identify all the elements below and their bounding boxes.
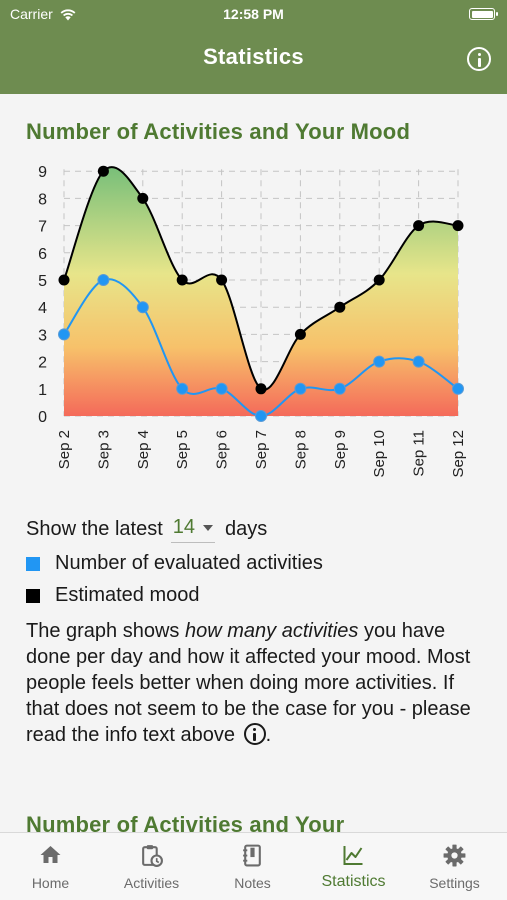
legend-label-mood: Estimated mood bbox=[55, 584, 200, 606]
latest-days-row: Show the latest 14 days bbox=[26, 516, 267, 543]
notebook-icon bbox=[243, 844, 261, 867]
graph-description: The graph shows how many activities you … bbox=[26, 618, 486, 748]
info-icon[interactable] bbox=[467, 47, 491, 71]
mood-series-line bbox=[63, 166, 459, 391]
mood-point bbox=[216, 274, 228, 286]
x-tick-label: Sep 3 bbox=[95, 430, 112, 469]
x-tick-label: Sep 5 bbox=[174, 430, 191, 469]
show-latest-label: Show the latest bbox=[26, 518, 163, 540]
mood-point bbox=[294, 328, 306, 340]
info-icon[interactable] bbox=[243, 723, 266, 745]
legend-activities: Number of evaluated activities bbox=[26, 552, 323, 575]
mood-area-fill bbox=[64, 167, 458, 416]
x-tick-label: Sep 10 bbox=[371, 430, 388, 478]
x-tick-label: Sep 7 bbox=[253, 430, 270, 469]
activities-point bbox=[333, 382, 346, 395]
mood-point bbox=[452, 220, 464, 232]
activities-point bbox=[452, 382, 464, 395]
tab-home[interactable]: Home bbox=[0, 833, 101, 900]
description-part1: The graph shows bbox=[26, 620, 185, 642]
y-tick-label: 9 bbox=[38, 164, 47, 181]
y-tick-label: 8 bbox=[38, 191, 47, 208]
y-tick-label: 0 bbox=[38, 409, 47, 426]
x-tick-label: Sep 4 bbox=[135, 430, 152, 469]
carrier-label: Carrier bbox=[10, 6, 53, 22]
tab-bar: Home Activities Notes Statistics bbox=[0, 832, 507, 900]
activities-point bbox=[412, 355, 425, 368]
tab-label-home: Home bbox=[31, 875, 70, 891]
section-title-next: Number of Activities and Your bbox=[26, 812, 345, 832]
home-icon bbox=[40, 846, 61, 863]
tab-label-statistics: Statistics bbox=[321, 873, 386, 890]
y-tick-label: 2 bbox=[38, 355, 47, 372]
mood-point bbox=[334, 301, 346, 313]
y-tick-label: 1 bbox=[38, 382, 47, 399]
legend-swatch-activities bbox=[26, 556, 40, 571]
activities-point bbox=[255, 410, 267, 422]
x-tick-label: Sep 2 bbox=[56, 430, 73, 469]
status-time: 12:58 PM bbox=[223, 6, 284, 22]
mood-point bbox=[255, 383, 267, 395]
wifi-icon bbox=[60, 8, 76, 20]
statistics-content[interactable]: Number of Activities and Your Mood 0 1 2 3 4… bbox=[0, 94, 507, 832]
mood-point bbox=[413, 220, 425, 232]
tab-activities[interactable]: Activities bbox=[101, 833, 202, 900]
mood-point bbox=[58, 274, 70, 286]
activities-point bbox=[294, 382, 307, 395]
mood-point bbox=[373, 274, 385, 286]
tab-settings[interactable]: Settings bbox=[404, 833, 505, 900]
activities-point bbox=[176, 382, 189, 395]
x-tick-label: Sep 12 bbox=[450, 430, 467, 478]
legend-swatch-mood bbox=[26, 588, 40, 603]
page-title: Statistics bbox=[203, 44, 304, 69]
gear-icon bbox=[443, 844, 466, 867]
tab-label-settings: Settings bbox=[429, 875, 480, 891]
y-tick-label: 4 bbox=[38, 300, 47, 317]
x-tick-label: Sep 11 bbox=[411, 430, 428, 476]
days-value: 14 bbox=[172, 516, 195, 538]
battery-icon bbox=[469, 8, 498, 20]
activities-point bbox=[97, 274, 110, 286]
section-title: Number of Activities and Your Mood bbox=[26, 119, 411, 144]
x-tick-label: Sep 8 bbox=[292, 430, 309, 469]
status-bar: Carrier 12:58 PM bbox=[0, 0, 507, 30]
carrier-info: Carrier bbox=[10, 6, 77, 22]
days-label: days bbox=[225, 518, 268, 540]
activities-mood-chart: 0 1 2 3 4 5 6 7 8 9 Sep 2 Sep 3 Sep 4 Sep 5 Sep 6 Sep … bbox=[38, 164, 467, 478]
days-select[interactable]: 14 bbox=[170, 516, 215, 543]
mood-point bbox=[97, 165, 109, 177]
chevron-down-icon bbox=[203, 524, 213, 531]
y-tick-label: 6 bbox=[38, 246, 47, 263]
legend-label-activities: Number of evaluated activities bbox=[55, 552, 323, 574]
description-part3: . bbox=[265, 724, 272, 746]
tab-notes[interactable]: Notes bbox=[202, 833, 303, 900]
description-part2: you have done per day and how it affecte… bbox=[26, 620, 471, 746]
tab-statistics[interactable]: Statistics bbox=[303, 833, 404, 900]
app-header: Carrier 12:58 PM Statistics bbox=[0, 0, 507, 94]
activities-point bbox=[215, 382, 228, 395]
clipboard-clock-icon bbox=[142, 845, 163, 867]
tab-label-activities: Activities bbox=[123, 875, 180, 891]
y-tick-label: 5 bbox=[38, 273, 47, 290]
x-tick-label: Sep 6 bbox=[214, 430, 231, 469]
activities-point bbox=[136, 301, 149, 314]
mood-point bbox=[176, 274, 188, 286]
legend-mood: Estimated mood bbox=[26, 584, 200, 607]
y-tick-label: 3 bbox=[38, 327, 47, 344]
mood-point bbox=[137, 192, 149, 204]
activities-point bbox=[373, 355, 386, 368]
description-emphasis: how many activities bbox=[184, 620, 359, 642]
y-tick-label: 7 bbox=[38, 219, 47, 236]
activities-point bbox=[58, 328, 70, 341]
x-tick-label: Sep 9 bbox=[332, 430, 349, 469]
line-chart-icon bbox=[343, 846, 363, 865]
tab-label-notes: Notes bbox=[234, 875, 271, 891]
